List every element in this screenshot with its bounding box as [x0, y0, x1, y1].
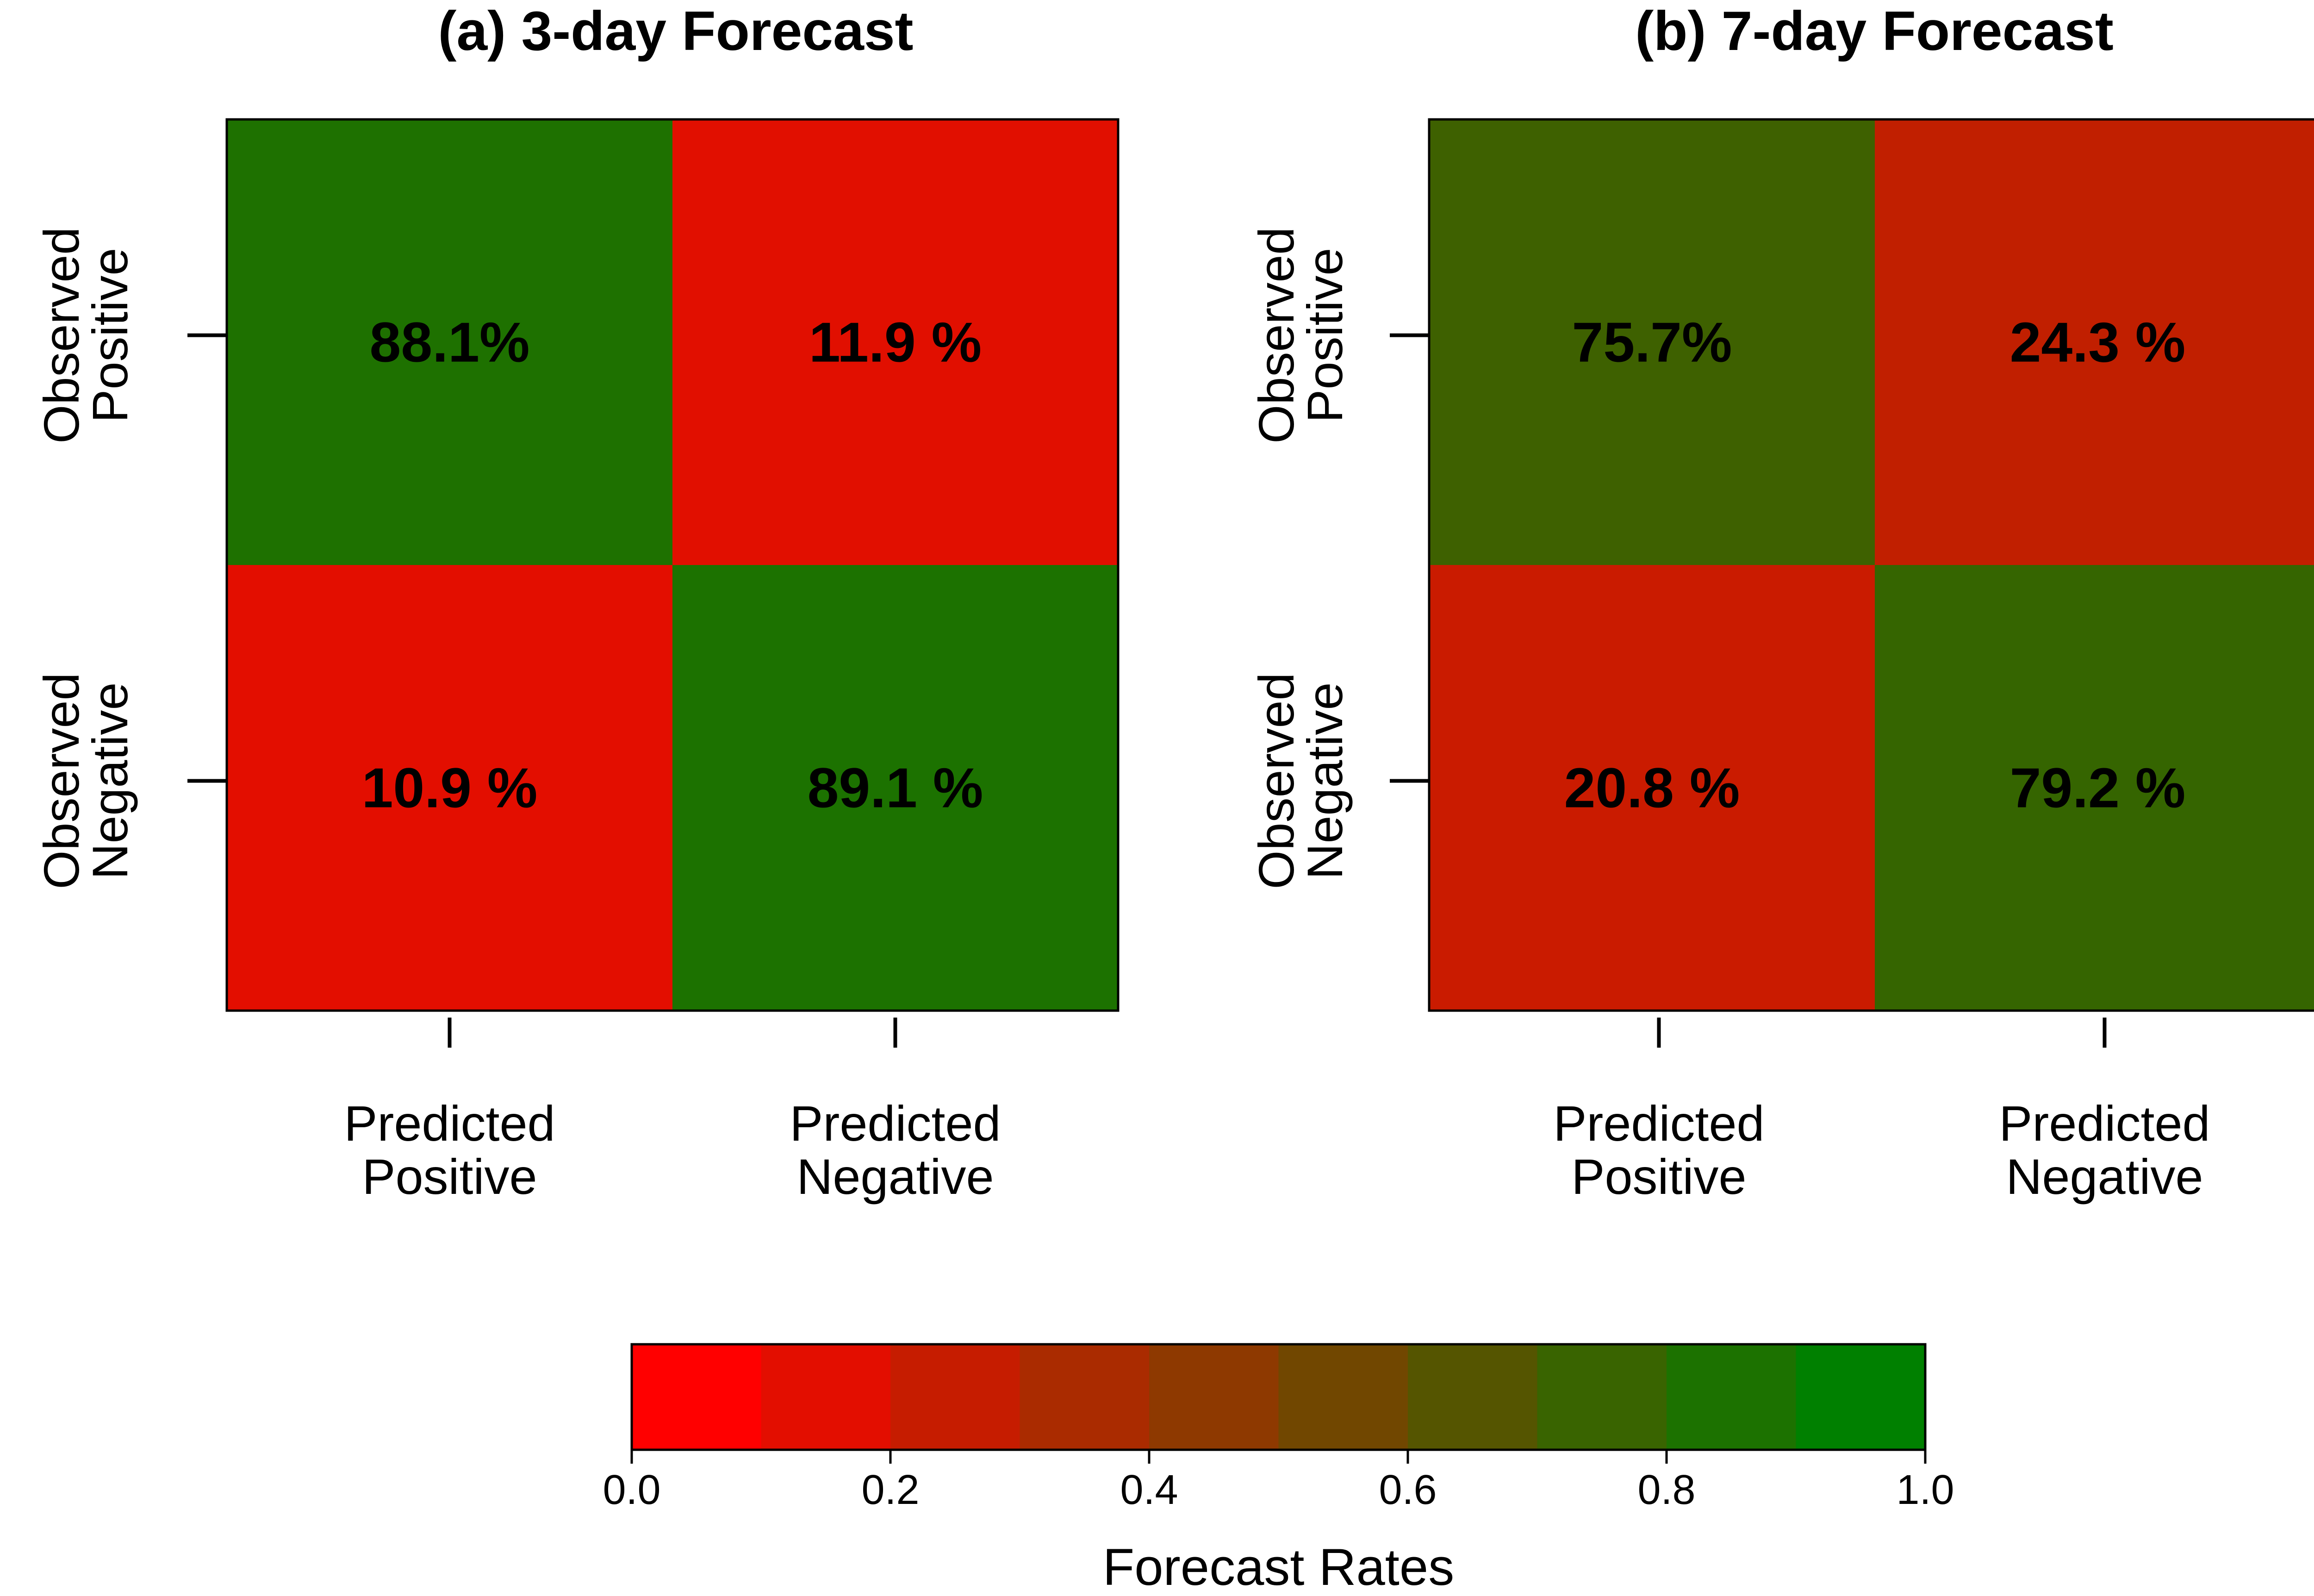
colorbar-bin	[1020, 1344, 1150, 1450]
cell-value-label: 75.7%	[1572, 311, 1732, 374]
y-tick-label: Observed	[33, 227, 89, 443]
x-tick-label: Predicted	[790, 1095, 1001, 1151]
plot-frame	[1428, 118, 2314, 1012]
heatmap-cell	[1875, 565, 2314, 1011]
heatmap-cell	[672, 119, 1118, 565]
heatmap-panel-a: (a) 3-day Forecast 88.1% 11.9 % 10.9 % 89.1 …	[33, 0, 1120, 1205]
colorbar-bin	[1537, 1344, 1667, 1450]
chart-title: (b) 7-day Forecast	[1635, 0, 2114, 62]
colorbar-bin	[890, 1344, 1020, 1450]
plot-frame	[225, 118, 1120, 1012]
colorbar-tick-label: 0.6	[1379, 1467, 1437, 1513]
cell-value-label: 11.9 %	[809, 311, 982, 374]
heatmap-cell	[1429, 119, 1875, 565]
cell-value-label: 89.1 %	[808, 757, 983, 820]
colorbar-bin	[1667, 1344, 1796, 1450]
x-tick-label: Negative	[796, 1149, 994, 1205]
colorbar-bin	[1149, 1344, 1279, 1450]
colorbar-bin	[1796, 1344, 1926, 1450]
colorbar-tick-label: 1.0	[1896, 1467, 1954, 1513]
x-tick-label: Positive	[362, 1149, 537, 1205]
colorbar-title: Forecast Rates	[1103, 1538, 1454, 1596]
heatmap-panel-b: (b) 7-day Forecast 75.7% 24.3 % 20.8 % 79.2 …	[1248, 0, 2314, 1205]
colorbar-tick-label: 0.4	[1120, 1467, 1178, 1513]
colorbar-bin	[1408, 1344, 1537, 1450]
y-tick-label: Positive	[1297, 248, 1353, 422]
x-tick-label: Positive	[1571, 1149, 1746, 1205]
y-tick-label: Negative	[82, 682, 138, 879]
x-tick-label: Predicted	[344, 1095, 555, 1151]
cell-value-label: 79.2 %	[2010, 757, 2186, 820]
colorbar-frame	[630, 1343, 1927, 1451]
y-tick-label: Observed	[33, 672, 89, 889]
cell-value-label: 10.9 %	[362, 757, 538, 820]
y-tick-label: Observed	[1248, 672, 1304, 889]
heatmap-cell	[1429, 565, 1875, 1011]
colorbar-tick-label: 0.0	[603, 1467, 660, 1513]
colorbar-bin	[761, 1344, 891, 1450]
heatmap-cell	[1875, 119, 2314, 565]
y-tick-label: Negative	[1297, 682, 1353, 879]
colorbar-bin	[1278, 1344, 1408, 1450]
heatmap-cell	[227, 119, 672, 565]
x-tick-label: Predicted	[1553, 1095, 1764, 1151]
heatmap-cell	[672, 565, 1118, 1011]
colorbar: 0.0 0.2 0.4 0.6 0.8 1.0 Forecast Rates	[603, 1343, 1954, 1596]
colorbar-tick-label: 0.8	[1637, 1467, 1695, 1513]
y-tick-label: Positive	[82, 248, 138, 422]
x-tick-label: Predicted	[1999, 1095, 2210, 1151]
cell-value-label: 24.3 %	[2010, 311, 2186, 374]
cell-value-label: 20.8 %	[1564, 757, 1740, 820]
colorbar-tick-label: 0.2	[861, 1467, 919, 1513]
heatmap-cell	[227, 565, 672, 1011]
cell-value-label: 88.1%	[370, 311, 530, 374]
colorbar-bin	[632, 1344, 761, 1450]
y-tick-label: Observed	[1248, 227, 1304, 443]
chart-title: (a) 3-day Forecast	[438, 0, 913, 62]
x-tick-label: Negative	[2006, 1149, 2203, 1205]
